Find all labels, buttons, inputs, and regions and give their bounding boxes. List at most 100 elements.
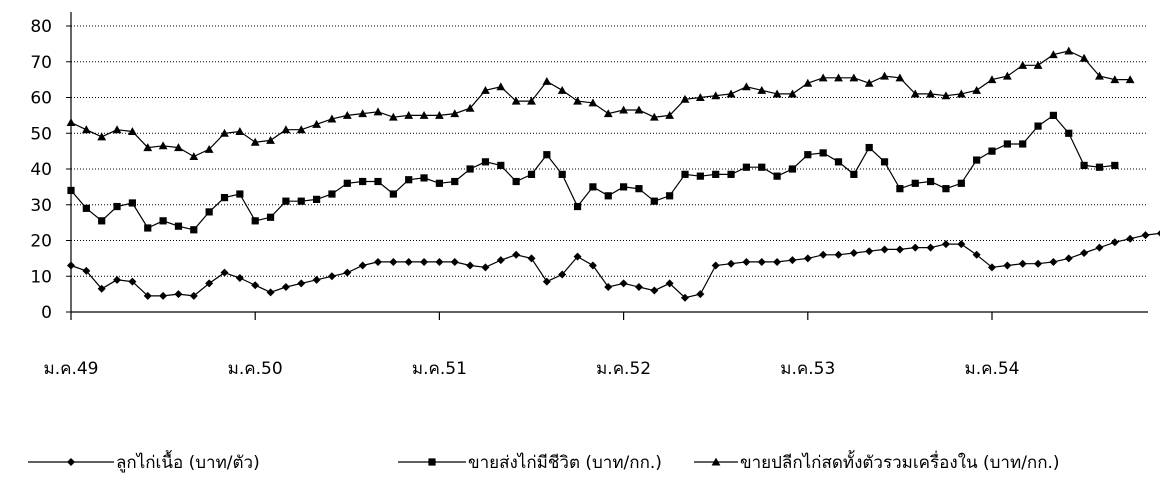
y-tick-label: 20 bbox=[30, 232, 52, 252]
data-point bbox=[481, 158, 490, 166]
data-point bbox=[1156, 230, 1160, 237]
data-point bbox=[987, 75, 997, 84]
data-point bbox=[573, 96, 582, 105]
data-point bbox=[1049, 257, 1058, 266]
data-point bbox=[957, 240, 966, 249]
x-tick-label: ม.ค.50 bbox=[228, 359, 283, 379]
y-tick-label: 10 bbox=[30, 267, 52, 287]
data-point bbox=[235, 127, 245, 135]
data-point bbox=[328, 190, 336, 198]
data-point bbox=[988, 147, 996, 155]
legend-marker bbox=[67, 458, 75, 466]
data-point bbox=[527, 170, 536, 178]
data-point bbox=[159, 217, 167, 225]
data-point bbox=[895, 73, 905, 82]
data-point bbox=[220, 194, 229, 202]
y-tick-label: 30 bbox=[30, 196, 52, 216]
data-point bbox=[174, 290, 183, 299]
data-point bbox=[235, 274, 244, 283]
data-point bbox=[1018, 259, 1027, 268]
data-point bbox=[512, 177, 520, 186]
data-point bbox=[144, 224, 152, 232]
data-point bbox=[404, 257, 413, 266]
data-point bbox=[849, 73, 859, 82]
data-point bbox=[543, 151, 551, 159]
data-point bbox=[1079, 53, 1089, 62]
data-point bbox=[927, 177, 935, 186]
series bbox=[66, 46, 1160, 302]
data-point bbox=[1033, 60, 1043, 69]
y-tick-label: 80 bbox=[30, 17, 52, 37]
data-point bbox=[220, 268, 229, 277]
data-point bbox=[327, 272, 336, 281]
data-point bbox=[742, 82, 751, 91]
data-point bbox=[635, 185, 643, 193]
data-point bbox=[712, 170, 720, 178]
data-point bbox=[818, 73, 828, 82]
x-tick-label: ม.ค.54 bbox=[964, 359, 1019, 379]
data-point bbox=[297, 197, 305, 205]
data-point bbox=[681, 293, 689, 302]
data-point bbox=[112, 125, 122, 134]
y-tick-label: 70 bbox=[30, 53, 52, 73]
y-tick-labels: 0 10 20 30 40 50 60 70 80 bbox=[30, 17, 52, 323]
data-point bbox=[313, 195, 321, 203]
legend-item: ลูกไก่เนื้อ (บาท/ตัว) bbox=[28, 450, 260, 473]
data-point bbox=[558, 170, 566, 178]
data-point bbox=[926, 89, 935, 98]
legend-label: ลูกไก่เนื้อ (บาท/ตัว) bbox=[116, 450, 260, 473]
data-point bbox=[312, 119, 321, 128]
data-point bbox=[389, 257, 398, 266]
data-point bbox=[1126, 234, 1135, 243]
data-point bbox=[727, 259, 736, 268]
data-point bbox=[941, 240, 950, 249]
data-point bbox=[1125, 75, 1135, 84]
data-point bbox=[773, 257, 782, 266]
data-point bbox=[649, 112, 659, 121]
data-point bbox=[1019, 140, 1027, 148]
legend-label: ขายปลีกไก่สดทั้งตัวรวมเครื่องใน (บาท/กก.… bbox=[740, 450, 1060, 473]
y-tick-label: 60 bbox=[30, 89, 52, 109]
data-point bbox=[834, 250, 843, 259]
x-tick-label: ม.ค.51 bbox=[412, 359, 467, 379]
data-point bbox=[435, 179, 443, 187]
data-point bbox=[666, 192, 674, 200]
data-point bbox=[82, 204, 90, 212]
data-point bbox=[850, 170, 858, 178]
y-tick-label: 50 bbox=[30, 124, 52, 144]
data-point bbox=[834, 73, 843, 82]
data-point bbox=[788, 165, 797, 173]
data-point bbox=[742, 163, 750, 171]
data-point bbox=[1095, 243, 1104, 252]
data-point bbox=[342, 110, 352, 119]
data-point bbox=[527, 254, 536, 263]
data-point bbox=[772, 89, 782, 98]
data-point bbox=[97, 284, 106, 293]
data-point bbox=[1111, 161, 1119, 170]
data-point bbox=[681, 170, 689, 178]
data-point bbox=[420, 257, 429, 266]
data-point bbox=[956, 89, 966, 98]
data-point bbox=[557, 85, 567, 94]
data-point bbox=[128, 127, 137, 135]
data-point bbox=[542, 277, 551, 286]
data-point bbox=[435, 257, 444, 266]
data-point bbox=[466, 261, 475, 270]
data-point bbox=[420, 174, 428, 182]
data-point bbox=[98, 217, 106, 225]
data-point bbox=[558, 270, 567, 279]
data-point bbox=[1110, 238, 1119, 247]
data-point bbox=[281, 282, 290, 291]
data-point bbox=[942, 185, 950, 193]
data-point bbox=[450, 109, 460, 118]
legend-marker bbox=[711, 457, 721, 466]
legend-item: ขายปลีกไก่สดทั้งตัวรวมเครื่องใน (บาท/กก.… bbox=[694, 450, 1060, 473]
data-point bbox=[1110, 75, 1120, 84]
data-point bbox=[297, 279, 306, 288]
data-point bbox=[189, 291, 198, 300]
data-point bbox=[251, 217, 259, 225]
data-point bbox=[281, 125, 291, 134]
data-point bbox=[128, 277, 137, 286]
data-point bbox=[481, 85, 490, 94]
data-point bbox=[849, 249, 858, 258]
